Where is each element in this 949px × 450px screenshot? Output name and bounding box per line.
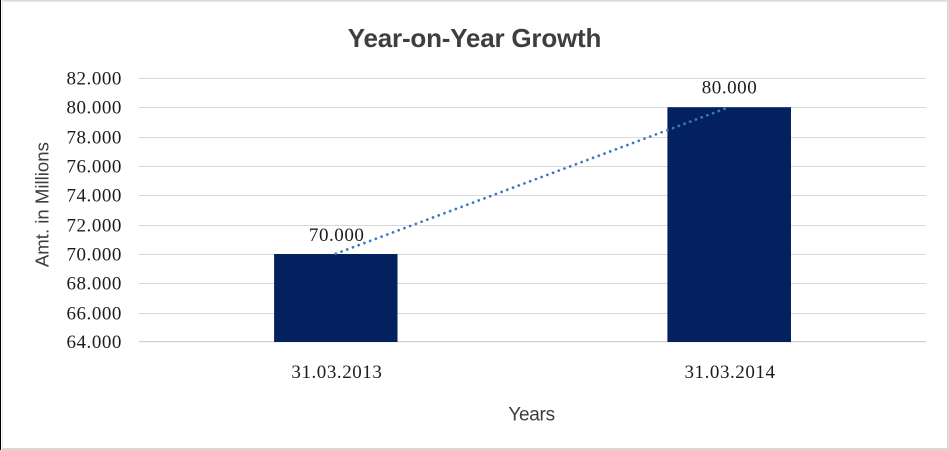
svg-text:70.000: 70.000 bbox=[66, 244, 122, 265]
svg-text:66.000: 66.000 bbox=[66, 303, 122, 324]
svg-text:80.000: 80.000 bbox=[66, 97, 122, 118]
svg-text:76.000: 76.000 bbox=[66, 156, 122, 177]
svg-text:Year-on-Year Growth: Year-on-Year Growth bbox=[348, 23, 601, 53]
svg-text:68.000: 68.000 bbox=[66, 273, 122, 294]
svg-text:72.000: 72.000 bbox=[66, 215, 122, 236]
svg-text:31.03.2013: 31.03.2013 bbox=[291, 362, 382, 383]
svg-text:78.000: 78.000 bbox=[66, 127, 122, 148]
svg-text:70.000: 70.000 bbox=[309, 225, 365, 246]
svg-text:82.000: 82.000 bbox=[66, 68, 122, 89]
svg-text:64.000: 64.000 bbox=[66, 332, 122, 353]
svg-text:Years: Years bbox=[508, 405, 554, 426]
svg-text:31.03.2014: 31.03.2014 bbox=[685, 362, 776, 383]
svg-text:74.000: 74.000 bbox=[66, 185, 122, 206]
svg-text:Amt. in Millions: Amt. in Millions bbox=[32, 142, 53, 267]
svg-text:80.000: 80.000 bbox=[702, 77, 758, 98]
